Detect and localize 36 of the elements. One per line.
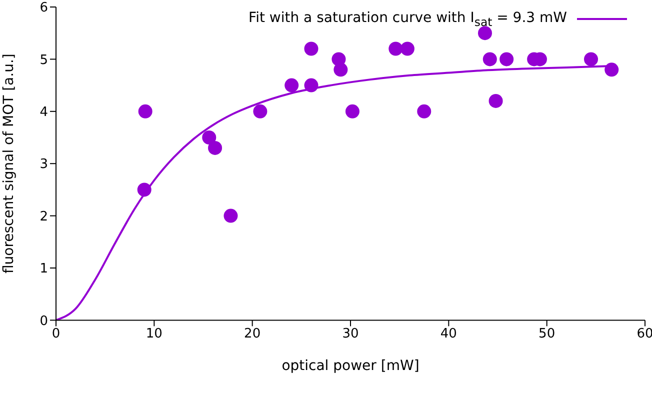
x-tick-label: 50: [538, 326, 556, 342]
point: [284, 78, 299, 92]
point: [584, 52, 598, 66]
point: [304, 78, 318, 92]
point: [202, 130, 216, 144]
legend-label: Fit with a saturation curve with I$_{sat}$ = 9.3 mW: [248, 10, 567, 29]
x-tick-label: 20: [244, 326, 261, 342]
point: [334, 62, 348, 77]
point: [138, 104, 152, 118]
point: [604, 62, 619, 77]
point: [345, 104, 360, 118]
x-tick-label: 40: [440, 326, 457, 342]
y-tick-label: 2: [40, 209, 48, 224]
point: [478, 26, 492, 40]
x-axis-title: optical power [mW]: [282, 358, 420, 374]
y-tick-label: 1: [40, 262, 48, 277]
y-tick-label: 3: [40, 157, 48, 172]
y-tick-label: 4: [40, 105, 48, 120]
y-tick-label: 5: [40, 52, 48, 68]
point: [482, 52, 497, 66]
point: [224, 208, 238, 223]
x-tick-label: 0: [52, 326, 60, 342]
point: [304, 42, 318, 56]
point: [253, 104, 268, 118]
x-tick-label: 10: [146, 326, 162, 342]
point: [500, 52, 514, 66]
x-tick-label: 30: [342, 326, 359, 342]
point: [208, 140, 222, 155]
y-tick-label: 0: [40, 314, 48, 329]
y-tick-label: 6: [40, 0, 48, 16]
point: [488, 94, 503, 108]
point: [417, 104, 432, 118]
point: [400, 42, 414, 56]
point: [388, 42, 403, 56]
y-axis-title: fluorescent signal of MOT [a.u.]: [0, 54, 17, 274]
point: [137, 182, 152, 197]
